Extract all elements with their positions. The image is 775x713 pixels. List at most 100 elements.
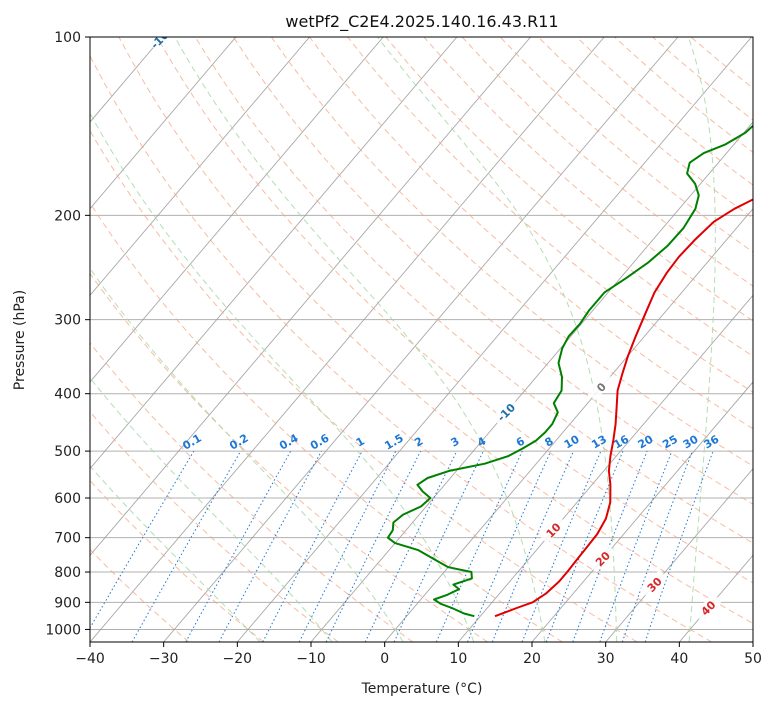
- mixing-ratio-label: 4: [475, 434, 488, 449]
- isotherm-line: [311, 37, 775, 642]
- dry-adiabat-line: [0, 37, 264, 642]
- dry-adiabat-line: [0, 37, 413, 642]
- isotherm-line: [679, 37, 775, 642]
- isotherm-label: -70: [0, 0, 10, 3]
- isotherm-line: [90, 37, 604, 642]
- mixing-ratio-label: 20: [636, 432, 656, 451]
- temperature-profile-line: [495, 37, 775, 616]
- isotherm-label: -40: [0, 0, 10, 3]
- x-tick-label: −20: [223, 651, 253, 667]
- isotherm-label-bg: [0, 0, 28, 12]
- x-tick-label: 50: [744, 651, 762, 667]
- x-tick-label: −10: [296, 651, 326, 667]
- isotherm-line: [458, 37, 775, 642]
- mixing-ratio-label: 25: [660, 433, 680, 452]
- dry-adiabat-line: [0, 37, 338, 642]
- y-tick-label: 200: [54, 208, 81, 224]
- isotherm-line: [237, 37, 751, 642]
- dry-adiabat-line: [0, 37, 189, 642]
- isotherm-label-bg: [0, 0, 28, 12]
- y-tick-label: 100: [54, 30, 81, 46]
- dry-adiabat-line: [348, 37, 775, 642]
- x-axis: −40 −30 −20 −10 0 10 20 30 40 50: [75, 642, 762, 667]
- x-axis-label: Temperature (°C): [361, 681, 483, 697]
- mixing-ratio-label: 3: [448, 435, 461, 450]
- x-tick-label: −40: [75, 651, 105, 667]
- moist-adiabat-line: [53, 37, 474, 642]
- x-tick-label: 20: [523, 651, 541, 667]
- isotherm-label: -20: [0, 0, 10, 3]
- isotherm-label-bg: [0, 0, 28, 12]
- x-tick-label: 30: [597, 651, 615, 667]
- isotherm-label: -60: [0, 0, 10, 3]
- y-axis-label: Pressure (hPa): [12, 290, 28, 390]
- isotherm-line: [0, 37, 236, 642]
- isotherm-label-bg: [0, 0, 28, 12]
- mixing-ratio-line: [82, 451, 194, 642]
- mixing-ratio-label: 0.1: [180, 432, 203, 453]
- mixing-ratio-line: [299, 451, 396, 642]
- moist-adiabat-line: [0, 37, 403, 642]
- isotherm-line: [753, 37, 775, 642]
- isotherm-label: -30: [0, 0, 10, 3]
- isotherm-line: [385, 37, 775, 642]
- mixing-ratio-line: [263, 451, 362, 642]
- moist-adiabat-line: [0, 37, 332, 642]
- mixing-ratio-line: [186, 451, 291, 642]
- isotherm-line: [16, 37, 530, 642]
- mixing-ratio-line: [365, 451, 457, 642]
- dry-adiabat-line: [195, 37, 775, 642]
- dry-adiabat-line: [462, 37, 775, 642]
- y-tick-label: 700: [54, 531, 81, 547]
- mixing-ratio-line: [132, 451, 241, 642]
- isotherm-line: [0, 37, 310, 642]
- dry-adiabat-line: [538, 37, 775, 642]
- mixing-ratio-label: 1: [354, 435, 367, 450]
- mixing-ratio-label: 1.5: [382, 432, 405, 453]
- mixing-ratio-label: 8: [542, 435, 555, 450]
- mixing-ratio-label: 10: [562, 432, 582, 451]
- mixing-ratio-label: 30: [681, 432, 701, 451]
- isotherm-line: [0, 37, 383, 642]
- y-tick-label: 400: [54, 387, 81, 403]
- isotherm-label-bg: [0, 0, 28, 12]
- dry-adiabat-line: [81, 37, 712, 642]
- isotherm-label: -80: [0, 0, 10, 3]
- isotherm-label: -50: [0, 0, 10, 3]
- mixing-ratio-label: 0.2: [227, 432, 250, 453]
- chart-title: wetPf2_C2E4.2025.140.16.43.R11: [285, 12, 558, 32]
- dry-adiabat-line: [691, 37, 775, 642]
- moist-adiabat-line: [689, 37, 716, 642]
- dry-adiabat-line: [500, 37, 775, 642]
- dry-adiabat-line: [653, 37, 775, 642]
- dry-adiabat-line: [5, 37, 563, 642]
- isotherm-label-bg: [0, 0, 28, 12]
- mixing-ratio-label: 0.6: [308, 431, 332, 452]
- dry-adiabat-line: [424, 37, 775, 642]
- x-tick-label: 10: [449, 651, 467, 667]
- dry-adiabat-line: [0, 37, 488, 642]
- dry-adiabat-line: [43, 37, 637, 642]
- mixing-ratio-label: 2: [412, 435, 425, 450]
- mixing-ratio-label: 13: [589, 433, 609, 452]
- mixing-ratio-line: [522, 451, 601, 642]
- x-tick-label: −30: [149, 651, 179, 667]
- x-tick-label: 0: [380, 651, 389, 667]
- mixing-ratio-line: [219, 451, 322, 642]
- x-tick-label: 40: [670, 651, 688, 667]
- y-tick-label: 900: [54, 595, 81, 611]
- y-tick-label: 1000: [45, 622, 81, 638]
- y-tick-label: 600: [54, 491, 81, 507]
- moist-adiabat-line: [378, 37, 617, 642]
- y-tick-label: 800: [54, 565, 81, 581]
- mixing-ratio-line: [622, 451, 692, 642]
- mixing-ratio-line: [468, 451, 551, 642]
- isotherm-label-bg: [0, 0, 28, 12]
- background-lines: [0, 37, 775, 642]
- mixing-ratio-label: 0.4: [277, 431, 301, 452]
